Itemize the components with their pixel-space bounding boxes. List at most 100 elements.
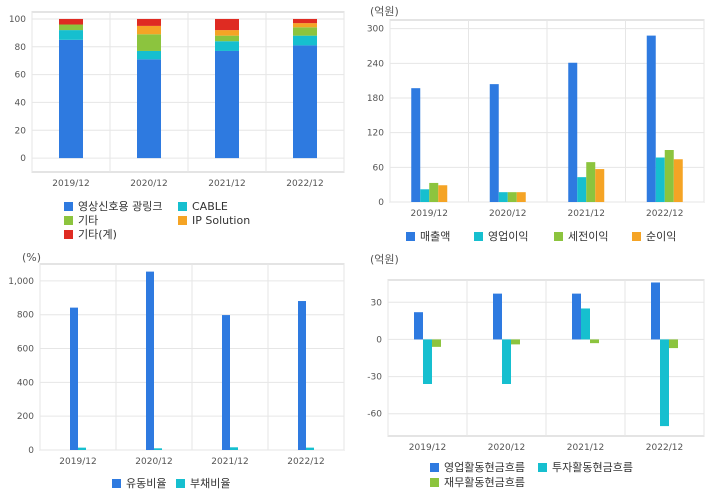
y-tick-label: -30: [367, 373, 382, 383]
bar: [298, 301, 306, 450]
bar: [516, 192, 526, 202]
bar: [70, 307, 78, 450]
bar-segment: [59, 39, 83, 159]
bar-segment: [137, 18, 161, 26]
x-tick-label: 2022/12: [286, 179, 323, 189]
bar: [493, 293, 502, 340]
bar-segment: [293, 27, 317, 36]
legend-item-net-profit: 순이익: [632, 230, 676, 244]
legend-swatch: [554, 232, 563, 241]
legend-item-cable: CABLE: [178, 200, 228, 214]
y-tick-label: 60: [15, 71, 27, 81]
bar-segment: [293, 23, 317, 28]
x-tick-label: 2020/12: [130, 179, 167, 189]
income-plot: 0 60 120 180 240 300 2019/12 2020/12 2021/12 2022…: [367, 19, 705, 219]
y-tick-label: 120: [367, 129, 384, 139]
bar: [581, 308, 590, 340]
legend-label: 재무활동현금흐름: [444, 476, 525, 489]
legend-item-debt-ratio: 부채비율: [176, 477, 230, 491]
bar-segment: [215, 30, 239, 36]
x-tick-label: 2019/12: [52, 179, 89, 189]
bar: [429, 182, 439, 202]
bar: [306, 447, 314, 450]
x-tick-label: 2021/12: [211, 457, 248, 467]
x-tick-label: 2022/12: [646, 209, 683, 219]
bar-segment: [215, 18, 239, 31]
legend-swatch: [176, 479, 185, 488]
bar: [411, 88, 421, 202]
cashflow-chart: (억원) -60 -30 0 30 2019/12 2020/12 2021/12 2022/…: [360, 248, 720, 496]
bar-segment: [59, 18, 83, 25]
legend-swatch: [64, 216, 73, 225]
legend-label: 영업활동현금흐름: [444, 461, 525, 474]
bar: [511, 339, 520, 345]
bar-segment: [137, 34, 161, 51]
bar: [414, 312, 423, 340]
x-tick-label: 2021/12: [567, 443, 604, 453]
y-tick-label: 180: [367, 94, 384, 104]
bar-segment: [293, 35, 317, 46]
bar: [502, 339, 511, 384]
legend-item-other-total: 기타(계): [64, 228, 117, 242]
y-tick-label: 0: [378, 198, 384, 208]
bar-segment: [137, 25, 161, 35]
legend-item-investing-cf: 투자활동현금흐름: [538, 461, 633, 475]
y-tick-label: -60: [367, 410, 382, 420]
legend-label: 기타: [78, 214, 99, 227]
legend-swatch: [538, 463, 547, 472]
x-tick-label: 2020/12: [488, 443, 525, 453]
legend-swatch: [632, 232, 641, 241]
legend-ratio: 유동비율 부채비율: [112, 477, 312, 491]
legend-label: 순이익: [646, 230, 677, 243]
legend-item-other: 기타: [64, 214, 98, 228]
legend-swatch: [430, 478, 439, 487]
y-tick-label: 1,000: [8, 277, 34, 287]
y-tick-label: 200: [17, 412, 34, 422]
legend-swatch: [64, 230, 73, 239]
legend-swatch: [64, 202, 73, 211]
legend-item-operating-profit: 영업이익: [474, 230, 528, 244]
y-tick-label: 600: [17, 345, 34, 355]
x-tick-label: 2020/12: [489, 209, 526, 219]
legend-item-revenue: 매출액: [406, 230, 450, 244]
legend-cashflow: 영업활동현금흐름 투자활동현금흐름 재무활동현금흐름: [430, 461, 710, 491]
bar: [498, 192, 508, 202]
ratio-plot: 0 200 400 600 800 1,000 2019/12 2020/12 2021/12 2…: [8, 263, 345, 467]
bar-segment: [59, 30, 83, 40]
y-tick-label: 0: [376, 335, 382, 345]
bar: [646, 35, 656, 202]
x-tick-label: 2019/12: [411, 209, 448, 219]
bar: [651, 282, 660, 340]
legend-swatch: [406, 232, 415, 241]
x-tick-label: 2020/12: [135, 457, 172, 467]
legend-swatch: [112, 479, 121, 488]
y-tick-label: 240: [367, 59, 384, 69]
legend-label: 세전이익: [568, 230, 609, 243]
y-tick-label: 0: [20, 154, 26, 164]
y-tick-label: 100: [9, 15, 26, 25]
bar: [669, 339, 678, 349]
legend-label: 영상신호용 광링크: [78, 200, 163, 213]
legend-label: 유동비율: [126, 477, 167, 490]
x-tick-label: 2019/12: [409, 443, 446, 453]
legend-label: 매출액: [420, 230, 451, 243]
bar: [586, 162, 596, 202]
bar: [154, 448, 162, 450]
bar: [222, 315, 230, 450]
bar-segment: [215, 41, 239, 51]
x-tick-label: 2022/12: [646, 443, 683, 453]
bar-segment: [293, 18, 317, 24]
y-tick-label: 30: [371, 298, 383, 308]
bar-segment: [293, 45, 317, 159]
legend-sales-composition: 영상신호용 광링크 CABLE 기타 IP Solution 기타(계): [64, 200, 344, 244]
x-tick-label: 2021/12: [568, 209, 605, 219]
legend-label: 영업이익: [488, 230, 529, 243]
sales-composition-plot: 0 20 40 60 80 100 2019/12 2020/12 2021/12 2022/12: [9, 11, 345, 189]
legend-item-pretax-profit: 세전이익: [554, 230, 608, 244]
bar: [568, 62, 578, 202]
bar-segment: [137, 50, 161, 60]
legend-swatch: [430, 463, 439, 472]
y-tick-label: 60: [373, 163, 385, 173]
y-tick-label: 40: [15, 98, 27, 108]
legend-label: IP Solution: [192, 214, 251, 227]
